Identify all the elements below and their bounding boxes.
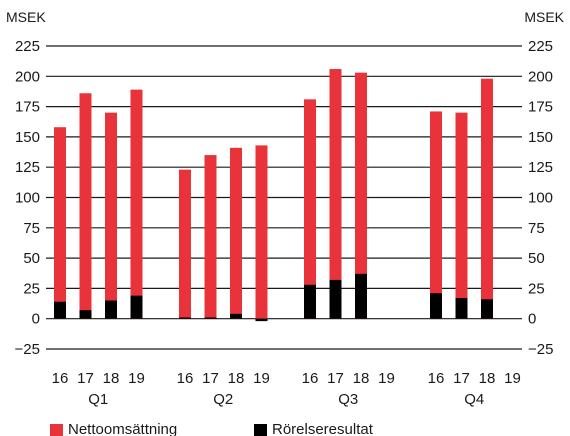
bar-net-sales-q1-19 — [130, 89, 143, 319]
x-year-label: 17 — [453, 370, 470, 387]
x-year-label: 16 — [52, 370, 69, 387]
y-tick-label-left: 50 — [23, 250, 40, 267]
bar-net-sales-q4-16 — [430, 111, 442, 319]
bar-operating-result-q3-16 — [304, 284, 316, 319]
y-tick-label-left: 25 — [23, 280, 40, 297]
y-tick-label-right: 100 — [528, 190, 553, 207]
legend-swatch — [254, 424, 267, 436]
bar-net-sales-q4-17 — [455, 112, 468, 319]
bar-operating-result-q4-16 — [430, 293, 442, 319]
y-tick-label-right: 150 — [528, 129, 553, 146]
bar-net-sales-q1-18 — [105, 112, 117, 319]
bar-net-sales-q1-17 — [79, 93, 92, 319]
x-year-label: 19 — [128, 370, 145, 387]
y-tick-label-right: 75 — [528, 220, 545, 237]
bar-net-sales-q2-19 — [255, 145, 268, 319]
y-tick-label-right: 125 — [528, 159, 553, 176]
bar-operating-result-q1-17 — [79, 310, 92, 319]
legend-label: Nettoomsättning — [68, 421, 177, 436]
x-year-label: 18 — [353, 370, 370, 387]
x-year-label: 18 — [479, 370, 496, 387]
x-year-label: 17 — [327, 370, 344, 387]
bar-net-sales-q3-18 — [355, 72, 367, 319]
x-quarter-label: Q1 — [88, 391, 108, 408]
y-tick-label-left: 200 — [15, 68, 40, 85]
legend-label: Rörelseresultat — [272, 421, 374, 436]
x-year-label: 16 — [302, 370, 319, 387]
x-year-label: 19 — [504, 370, 521, 387]
y-tick-label-right: 200 — [528, 68, 553, 85]
y-axis-unit-right: MSEK — [524, 9, 564, 25]
x-category-labels: 16 17 18 19 Q1 16 17 18 19 Q2 16 17 18 19 Q3 16 17 18 19 Q4 — [52, 370, 521, 408]
y-tick-label-right: 0 — [528, 311, 536, 328]
y-tick-label-left: 75 — [23, 220, 40, 237]
x-year-label: 17 — [202, 370, 219, 387]
bar-operating-result-q1-18 — [105, 300, 117, 319]
y-tick-label-left: 225 — [15, 38, 40, 55]
legend: Nettoomsättning Rörelseresultat — [50, 421, 374, 436]
bar-net-sales-q2-16 — [179, 169, 191, 319]
bar-net-sales-q2-17 — [204, 155, 217, 319]
x-year-label: 16 — [428, 370, 445, 387]
y-tick-label-left: 100 — [15, 190, 40, 207]
x-quarter-label: Q2 — [213, 391, 233, 408]
bar-operating-result-q2-18 — [230, 313, 242, 319]
y-tick-label-left: −25 — [15, 341, 40, 358]
x-year-label: 18 — [228, 370, 245, 387]
y-tick-label-left: 0 — [32, 311, 40, 328]
x-quarter-label: Q4 — [464, 391, 484, 408]
bar-operating-result-q2-16 — [179, 317, 191, 319]
bar-net-sales-q3-16 — [304, 99, 316, 319]
y-tick-label-right: 25 — [528, 280, 545, 297]
y-tick-label-right: −25 — [528, 341, 553, 358]
y-tick-labels: −25 −25 0 0 25 25 50 50 75 75 100 100 125 125 150 150 17… — [15, 38, 554, 358]
x-quarter-label: Q3 — [338, 391, 358, 408]
x-year-label: 19 — [253, 370, 270, 387]
bar-operating-result-q2-17 — [204, 317, 217, 319]
x-year-label: 18 — [103, 370, 120, 387]
y-tick-label-left: 125 — [15, 159, 40, 176]
y-tick-label-right: 225 — [528, 38, 553, 55]
bar-net-sales-q3-17 — [329, 69, 342, 319]
y-tick-label-left: 150 — [15, 129, 40, 146]
bar-operating-result-q1-16 — [54, 301, 66, 319]
bar-net-sales-q4-18 — [481, 78, 493, 319]
y-axis-unit-left: MSEK — [6, 9, 46, 25]
gridlines — [46, 45, 522, 350]
bar-net-sales-q1-16 — [54, 127, 66, 319]
x-year-label: 17 — [77, 370, 94, 387]
bar-operating-result-q2-19 — [255, 318, 268, 322]
bar-series — [54, 69, 493, 322]
bar-operating-result-q1-19 — [130, 295, 143, 319]
bar-net-sales-q2-18 — [230, 147, 242, 319]
bar-operating-result-q4-18 — [481, 299, 493, 319]
y-tick-label-right: 50 — [528, 250, 545, 267]
x-year-label: 19 — [378, 370, 395, 387]
bar-operating-result-q4-17 — [455, 298, 468, 319]
y-tick-label-left: 175 — [15, 99, 40, 116]
bar-operating-result-q3-17 — [329, 279, 342, 319]
bar-operating-result-q3-18 — [355, 273, 367, 319]
legend-swatch — [50, 424, 63, 436]
x-year-label: 16 — [177, 370, 194, 387]
y-tick-label-right: 175 — [528, 99, 553, 116]
